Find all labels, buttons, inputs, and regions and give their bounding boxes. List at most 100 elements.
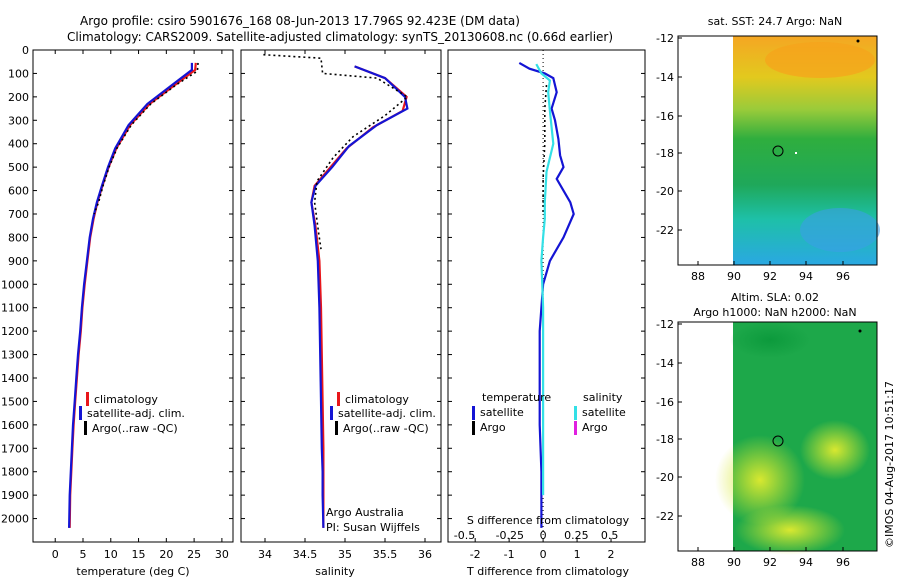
map-y-tick-label: -22 — [656, 224, 674, 237]
legend-swatch-satellite — [330, 406, 333, 420]
legend-t-argo: Argo — [480, 421, 506, 434]
y-tick-label: 1900 — [1, 489, 29, 502]
temperature-frame — [32, 49, 234, 543]
legend-swatch-argo — [335, 421, 338, 435]
map-x-tick-label: 94 — [799, 556, 813, 569]
x-tick-label-s: -0.5 — [454, 529, 475, 542]
salinity-xlabel: salinity — [315, 565, 355, 578]
temperature-panel: 0100200300400500600700800900100011001200… — [1, 44, 234, 578]
x-tick-label-t: -2 — [470, 548, 481, 561]
x-tick-label: 35 — [338, 548, 352, 561]
difference-panel: -2 -1 0 1 2 -0.5 -0.25 0 0.25 0.5 S difference fr… — [447, 49, 646, 578]
series-climatology — [310, 65, 408, 528]
map-y-tick-label: -12 — [656, 318, 674, 331]
legend-satellite: satellite-adj. clim. — [338, 407, 436, 420]
legend-swatch-t-argo — [472, 421, 475, 435]
sla-map-title: Altim. SLA: 0.02 — [731, 291, 819, 304]
x-tick-label: 34 — [258, 548, 272, 561]
y-tick-label: 400 — [8, 138, 29, 151]
x-tick-label: 34.5 — [293, 548, 318, 561]
y-tick-label: 1700 — [1, 442, 29, 455]
sst-corner-dot — [856, 39, 860, 43]
sla-profile-marker — [772, 435, 784, 447]
map-y-tick-label: -18 — [656, 433, 674, 446]
annotation-argo-australia: Argo Australia — [326, 506, 404, 519]
x-tick-label-t: 0 — [540, 548, 547, 561]
series-satellite-adj-clim- — [68, 62, 193, 528]
legend-t-satellite: satellite — [480, 406, 524, 419]
series-climatology — [68, 62, 197, 528]
temperature-xlabel: temperature (deg C) — [76, 565, 189, 578]
series-t-argo — [542, 85, 548, 214]
y-tick-label: 1200 — [1, 325, 29, 338]
map-x-tick-label: 90 — [727, 270, 741, 283]
salinity-frame — [240, 49, 442, 543]
y-tick-label: 0 — [22, 44, 29, 57]
temperature-legend: climatology satellite-adj. clim. Argo(..… — [79, 392, 185, 435]
map-x-tick-label: 92 — [763, 270, 777, 283]
legend-swatch-s-satellite — [574, 406, 577, 420]
y-tick-label: 500 — [8, 161, 29, 174]
title-line-1: Argo profile: csiro 5901676_168 08-Jun-2… — [80, 14, 520, 28]
sst-map-frame — [677, 35, 878, 266]
y-tick-label: 1600 — [1, 419, 29, 432]
map-y-tick-label: -16 — [656, 396, 674, 409]
y-tick-label: 1100 — [1, 302, 29, 315]
y-tick-label: 1500 — [1, 395, 29, 408]
sst-map-title: sat. SST: 24.7 Argo: NaN — [708, 15, 842, 28]
sla-yellow-patch-3 — [735, 505, 845, 555]
series-t-satellite — [518, 61, 575, 528]
legend-satellite: satellite-adj. clim. — [87, 407, 185, 420]
y-tick-label: 700 — [8, 208, 29, 221]
legend-climatology: climatology — [345, 393, 409, 406]
y-tick-label: 1800 — [1, 466, 29, 479]
y-tick-label: 1300 — [1, 349, 29, 362]
x-tick-label: 20 — [159, 548, 173, 561]
legend-s-satellite: satellite — [582, 406, 626, 419]
title-line-2: Climatology: CARS2009. Satellite-adjuste… — [67, 30, 613, 44]
map-y-tick-label: -12 — [656, 32, 674, 45]
y-tick-label: 200 — [8, 91, 29, 104]
sla-corner-dot — [858, 329, 862, 333]
map-y-tick-label: -18 — [656, 147, 674, 160]
x-tick-label: 5 — [80, 548, 87, 561]
legend-climatology: climatology — [94, 393, 158, 406]
sla-yellow-patch-2 — [800, 420, 870, 480]
map-y-tick-label: -20 — [656, 471, 674, 484]
sla-map-subtitle: Argo h1000: NaN h2000: NaN — [693, 306, 856, 319]
series-s-satellite — [535, 63, 555, 496]
series-satellite-adj-clim- — [310, 65, 409, 528]
x-tick-label: 15 — [132, 548, 146, 561]
y-tick-label: 100 — [8, 67, 29, 80]
imos-stamp: ©IMOS 04-Aug-2017 10:51:17 — [883, 381, 896, 548]
sst-white-dot — [795, 152, 797, 154]
y-tick-label: 1400 — [1, 372, 29, 385]
sla-map-frame — [677, 321, 878, 552]
s-difference-label: S difference from climatology — [467, 514, 630, 527]
map-x-tick-label: 90 — [727, 556, 741, 569]
salinity-legend: climatology satellite-adj. clim. Argo(..… — [330, 392, 436, 435]
y-tick-label: 2000 — [1, 513, 29, 526]
x-tick-label: 0 — [52, 548, 59, 561]
sla-yellow-patch-1 — [715, 435, 805, 525]
x-tick-label-t: 1 — [574, 548, 581, 561]
sla-map: Altim. SLA: 0.02 Argo h1000: NaN h2000: … — [656, 291, 878, 569]
map-y-tick-label: -22 — [656, 510, 674, 523]
x-tick-label: 35.5 — [373, 548, 398, 561]
difference-legend: temperature salinity satellite Argo sate… — [472, 391, 626, 435]
legend-swatch-climatology — [337, 392, 340, 406]
map-x-tick-label: 88 — [691, 270, 705, 283]
series-argo-raw-qc- — [93, 62, 199, 215]
x-tick-label-s: 0.5 — [601, 529, 619, 542]
legend-swatch-argo — [84, 421, 87, 435]
sla-dark-patch — [730, 322, 810, 358]
sst-profile-marker — [772, 145, 784, 157]
map-x-tick-label: 94 — [799, 270, 813, 283]
legend-swatch-t-satellite — [472, 406, 475, 420]
legend-argo: Argo(..raw -QC) — [92, 422, 178, 435]
map-y-tick-label: -16 — [656, 110, 674, 123]
legend-s-argo: Argo — [582, 421, 608, 434]
series-argo-raw-qc- — [263, 53, 409, 250]
salinity-panel: 34 34.5 35 35.5 36 salinity climatology sate… — [240, 49, 442, 578]
